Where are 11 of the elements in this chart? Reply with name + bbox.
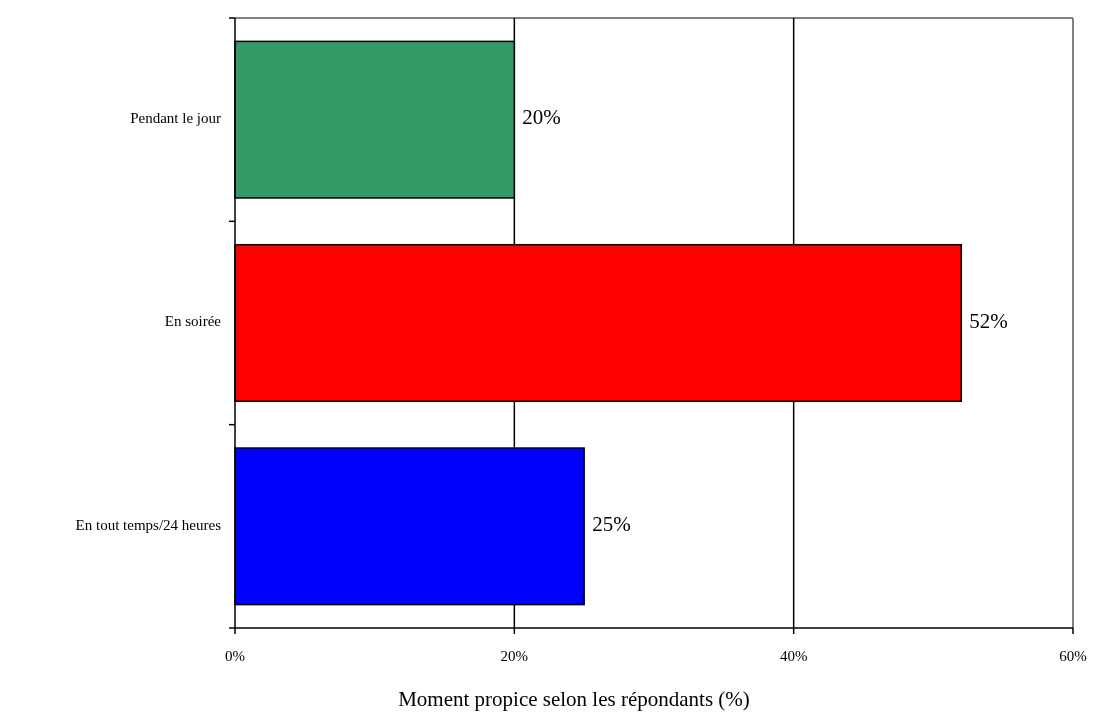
y-tick-label: En tout temps/24 heures: [75, 516, 222, 533]
x-axis-title: Moment propice selon les répondants (%): [398, 687, 750, 711]
y-tick-label: En soirée: [164, 313, 222, 330]
data-label: 52%: [969, 308, 1008, 333]
data-label: 20%: [522, 105, 561, 130]
x-tick-label: 0%: [225, 648, 245, 664]
x-tick-label: 60%: [1059, 648, 1087, 664]
data-label: 25%: [592, 512, 631, 537]
y-tick-label: Pendant le jour: [130, 110, 221, 127]
x-tick-label: 20%: [500, 648, 529, 664]
x-tick-label: 40%: [779, 648, 808, 664]
